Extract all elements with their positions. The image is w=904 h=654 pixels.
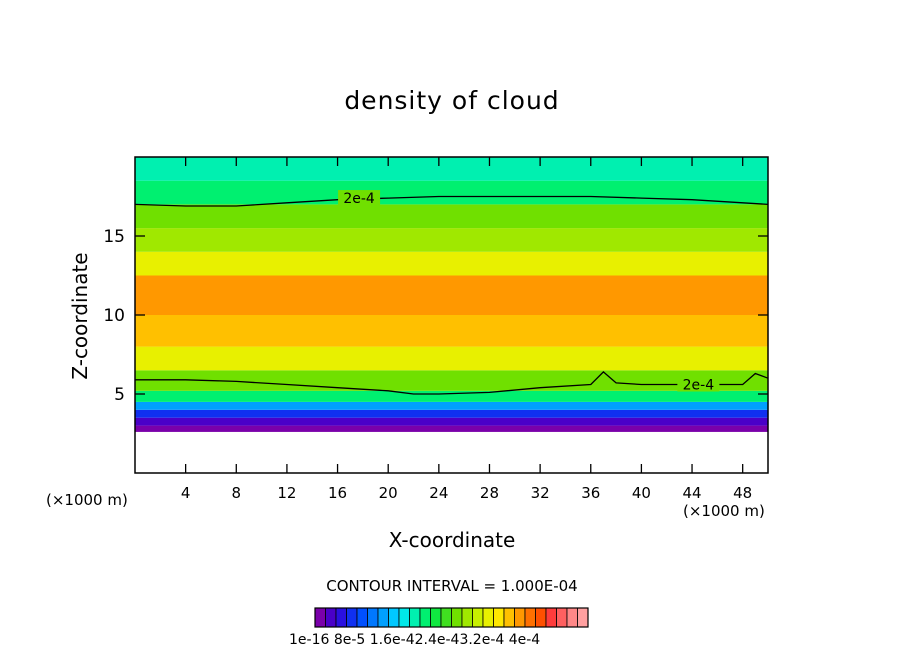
colorbar-swatch-8	[398, 607, 410, 628]
density-band-1	[135, 425, 768, 432]
contour-label-upper: 2e-4	[343, 191, 375, 207]
density-band-4	[135, 401, 768, 410]
x-tick-label-4: 4	[181, 484, 191, 502]
x-tick-label-48: 48	[733, 484, 752, 502]
y-axis-label: Z-coordinate	[68, 252, 92, 380]
colorbar	[314, 607, 589, 628]
colorbar-swatch-7	[388, 607, 400, 628]
colorbar-swatch-10	[419, 607, 431, 628]
density-band-7	[135, 346, 768, 371]
y-axis-ticks: 5 10 15	[103, 227, 768, 405]
colorbar-swatch-3	[346, 607, 358, 628]
contour-labels: 2e-4 2e-4	[338, 190, 720, 394]
x-tick-label-12: 12	[277, 484, 296, 502]
contour-interval-text: CONTOUR INTERVAL = 1.000E-04	[326, 577, 578, 595]
colorbar-swatch-1	[325, 607, 337, 628]
x-tick-label-36: 36	[581, 484, 600, 502]
density-band-12	[135, 204, 768, 229]
colorbar-swatch-0	[314, 607, 326, 628]
colorbar-swatch-16	[482, 607, 494, 628]
x-tick-label-28: 28	[480, 484, 499, 502]
x-tick-label-16: 16	[328, 484, 347, 502]
colorbar-swatch-23	[556, 607, 568, 628]
colorbar-swatch-12	[440, 607, 452, 628]
x-axis-label: X-coordinate	[388, 528, 516, 552]
density-bands	[135, 157, 768, 473]
density-band-14	[135, 157, 768, 181]
y-tick-label-15: 15	[103, 227, 125, 247]
x-tick-label-8: 8	[232, 484, 242, 502]
x-tick-label-40: 40	[632, 484, 651, 502]
density-band-0	[135, 431, 768, 473]
chart-title: density of cloud	[344, 86, 560, 115]
x-tick-label-24: 24	[429, 484, 448, 502]
colorbar-swatch-25	[577, 607, 589, 628]
density-band-8	[135, 315, 768, 347]
colorbar-swatch-11	[430, 607, 442, 628]
density-band-10	[135, 251, 768, 276]
x-axis-ticks: 4 8 12 16 20 24 28 32 36 40 44 48	[181, 157, 752, 502]
density-band-5	[135, 390, 768, 402]
density-band-13	[135, 180, 768, 205]
colorbar-swatch-13	[451, 607, 463, 628]
y-tick-label-10: 10	[103, 306, 125, 326]
colorbar-swatch-21	[535, 607, 547, 628]
colorbar-tick-labels: 1e-16 8e-5 1.6e-42.4e-43.2e-4 4e-4	[289, 632, 541, 648]
contour-label-lower-bg	[677, 376, 720, 392]
colorbar-swatch-19	[514, 607, 526, 628]
colorbar-swatch-24	[566, 607, 578, 628]
colorbar-swatch-17	[493, 607, 505, 628]
contour-label-lower: 2e-4	[683, 378, 715, 394]
colorbar-swatch-15	[472, 607, 484, 628]
density-band-6	[135, 370, 768, 391]
density-band-9	[135, 275, 768, 315]
y-tick-label-5: 5	[114, 385, 125, 405]
density-band-11	[135, 228, 768, 252]
colorbar-swatch-18	[503, 607, 515, 628]
colorbar-swatch-6	[377, 607, 389, 628]
contour-label-upper-bg	[338, 190, 381, 206]
colorbar-swatch-4	[356, 607, 368, 628]
x-tick-label-32: 32	[531, 484, 550, 502]
colorbar-swatch-20	[524, 607, 536, 628]
colorbar-swatch-14	[461, 607, 473, 628]
x-unit-right: (×1000 m)	[683, 502, 765, 520]
contour-line-upper	[134, 195, 769, 207]
density-band-3	[135, 409, 768, 418]
x-tick-label-44: 44	[682, 484, 701, 502]
colorbar-swatch-2	[335, 607, 347, 628]
colorbar-swatch-9	[409, 607, 421, 628]
x-unit-left: (×1000 m)	[46, 491, 128, 509]
density-band-2	[135, 417, 768, 426]
colorbar-swatch-5	[367, 607, 379, 628]
colorbar-frame	[314, 607, 589, 628]
colorbar-swatch-22	[545, 607, 557, 628]
x-tick-label-20: 20	[379, 484, 398, 502]
